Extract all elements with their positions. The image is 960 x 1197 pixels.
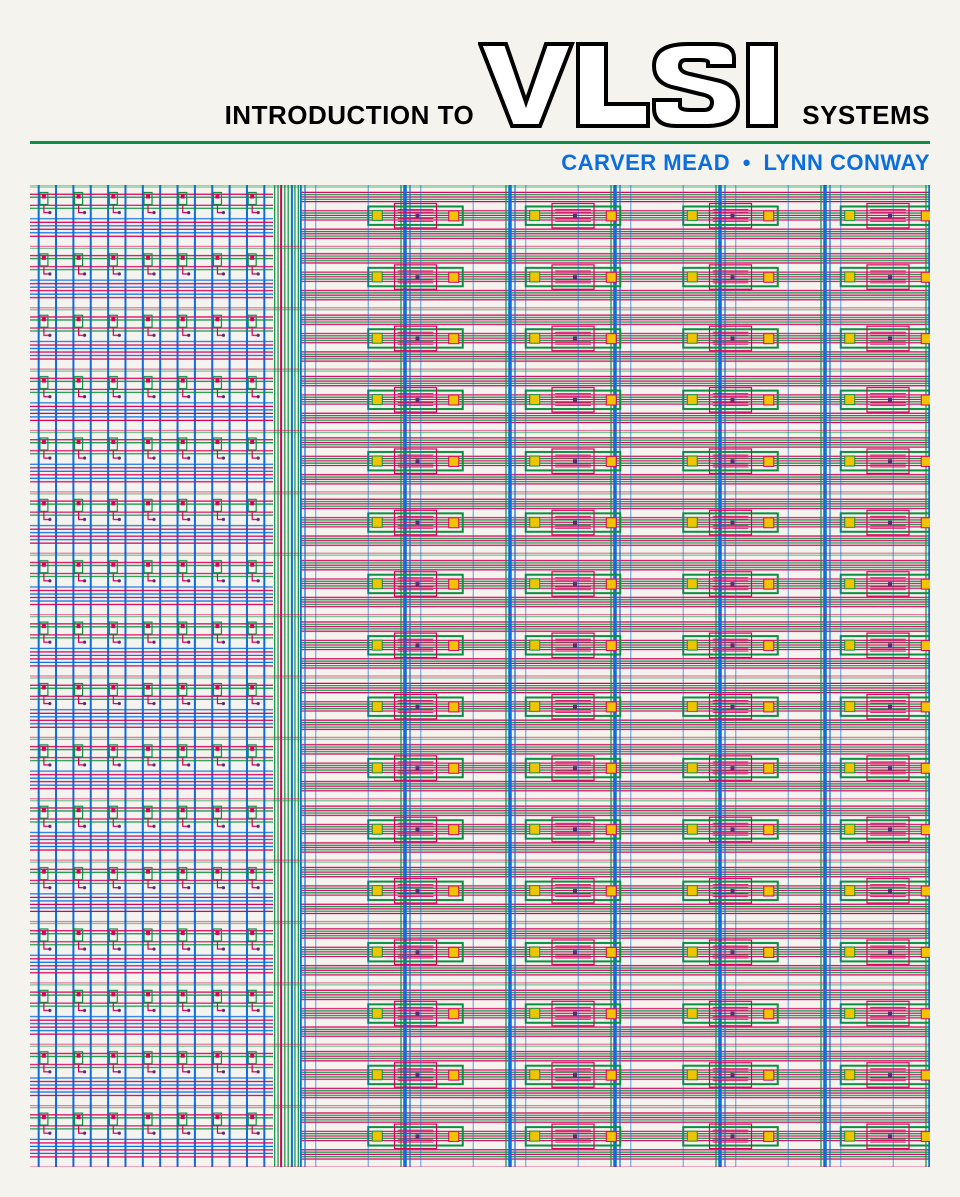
authors: CARVER MEAD • LYNN CONWAY [30, 150, 930, 176]
vlsi-circuit-illustration [30, 185, 930, 1167]
header: INTRODUCTION TO SYSTEMS CARVER MEAD • LY… [30, 40, 930, 176]
author-separator: • [743, 150, 751, 175]
title-intro: INTRODUCTION TO [225, 100, 475, 131]
author-1: CARVER MEAD [561, 150, 730, 175]
author-2: LYNN CONWAY [764, 150, 930, 175]
title-row: INTRODUCTION TO SYSTEMS [30, 40, 930, 144]
title-suffix: SYSTEMS [802, 100, 930, 131]
vlsi-logo [478, 40, 798, 130]
